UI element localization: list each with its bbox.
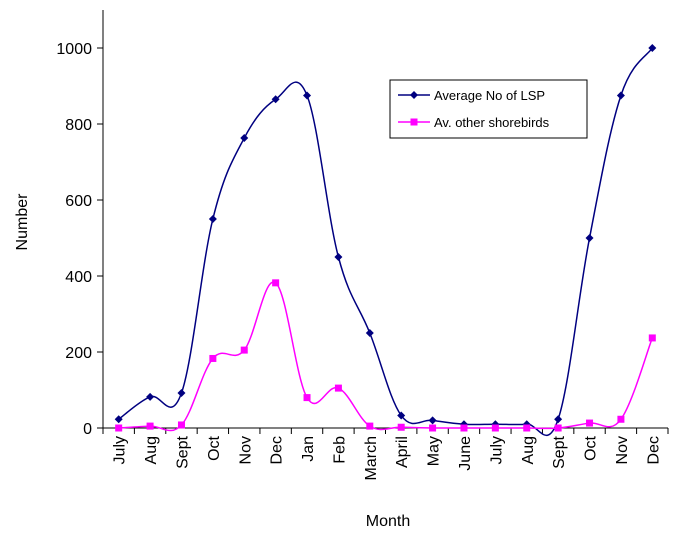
data-point bbox=[523, 424, 531, 432]
x-tick-label: Oct bbox=[206, 435, 223, 460]
data-point bbox=[303, 91, 312, 100]
data-point bbox=[585, 234, 594, 242]
x-tick-label: Dec bbox=[269, 436, 286, 464]
data-point bbox=[366, 422, 374, 430]
data-point bbox=[240, 346, 248, 354]
x-tick-label: May bbox=[426, 436, 443, 466]
data-point bbox=[272, 279, 280, 287]
x-tick-label: Dec bbox=[645, 436, 662, 464]
data-point bbox=[428, 416, 437, 425]
x-tick-label: March bbox=[363, 436, 380, 480]
data-point bbox=[209, 354, 217, 362]
x-tick-label: April bbox=[394, 436, 411, 468]
y-tick-label: 1000 bbox=[56, 41, 92, 58]
data-point bbox=[617, 415, 625, 423]
data-point bbox=[115, 424, 123, 432]
data-point bbox=[616, 91, 625, 100]
legend-label: Average No of LSP bbox=[434, 88, 545, 103]
x-tick-label: Aug bbox=[520, 436, 537, 464]
y-tick-label: 600 bbox=[65, 193, 92, 210]
x-tick-label: Feb bbox=[331, 436, 348, 464]
data-point bbox=[648, 44, 657, 52]
data-point bbox=[429, 424, 437, 432]
x-tick-label: Jan bbox=[300, 436, 317, 462]
data-point bbox=[586, 419, 594, 427]
data-point bbox=[208, 215, 217, 223]
series-line bbox=[118, 47, 653, 436]
y-tick-label: 200 bbox=[65, 345, 92, 362]
x-tick-label: July bbox=[488, 436, 505, 464]
x-tick-label: Nov bbox=[237, 436, 254, 464]
data-point bbox=[146, 392, 155, 401]
data-point bbox=[554, 424, 562, 432]
x-tick-label: Nov bbox=[614, 436, 631, 464]
y-tick-label: 0 bbox=[83, 421, 92, 438]
legend-marker bbox=[410, 91, 418, 99]
legend-label: Av. other shorebirds bbox=[434, 115, 550, 130]
data-point bbox=[177, 421, 185, 429]
x-tick-label: July bbox=[112, 436, 129, 464]
data-point bbox=[114, 415, 123, 424]
data-point bbox=[334, 384, 342, 392]
x-tick-label: June bbox=[457, 436, 474, 471]
data-point bbox=[554, 415, 563, 424]
data-point bbox=[146, 422, 154, 430]
x-axis-title: Month bbox=[366, 513, 410, 530]
x-tick-label: Sept bbox=[551, 435, 568, 468]
y-axis-title: Number bbox=[14, 193, 31, 251]
x-tick-label: Sept bbox=[174, 435, 191, 468]
data-point bbox=[303, 394, 311, 402]
data-point bbox=[240, 134, 249, 143]
data-point bbox=[365, 329, 374, 337]
data-point bbox=[460, 424, 468, 432]
y-tick-label: 400 bbox=[65, 269, 92, 286]
legend-marker bbox=[410, 118, 418, 126]
x-tick-label: Aug bbox=[143, 436, 160, 464]
x-tick-label: Oct bbox=[583, 435, 600, 460]
plot-area: 0 200 400 600 800 1000 July Aug Sept Oct Nov Dec Jan… bbox=[56, 10, 669, 480]
data-point bbox=[491, 424, 499, 432]
data-point bbox=[334, 253, 343, 261]
data-point bbox=[177, 389, 186, 398]
data-point bbox=[397, 423, 405, 431]
data-point bbox=[271, 95, 280, 104]
data-point bbox=[397, 411, 406, 420]
y-tick-label: 800 bbox=[65, 117, 92, 134]
data-point bbox=[648, 334, 656, 342]
legend-box bbox=[389, 79, 588, 139]
